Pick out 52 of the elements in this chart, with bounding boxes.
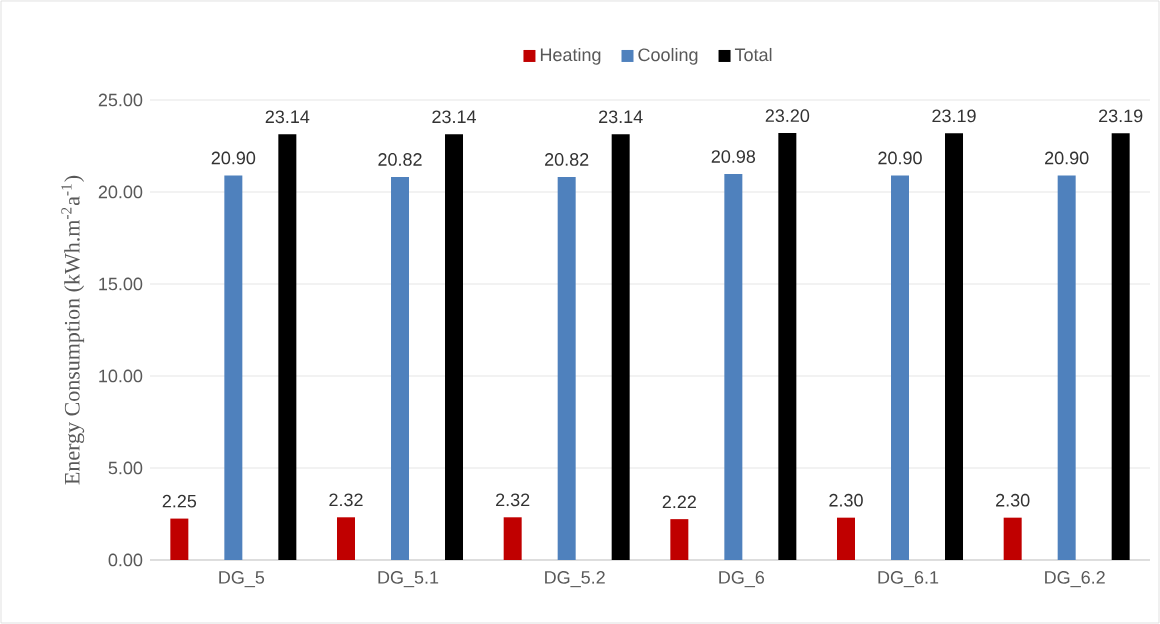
data-label: 2.30 xyxy=(829,493,863,507)
bar xyxy=(611,134,630,560)
legend-label: Cooling xyxy=(638,47,698,65)
y-tick-label: 25.00 xyxy=(98,93,143,107)
x-tick-label: DG_5.2 xyxy=(545,571,605,588)
y-tick-label: 20.00 xyxy=(98,185,143,199)
data-label: 2.32 xyxy=(496,493,530,507)
y-tick-label: 0.00 xyxy=(108,553,143,567)
data-label: 20.90 xyxy=(878,151,922,165)
bar xyxy=(1003,517,1022,560)
bar xyxy=(391,176,410,560)
data-label: 2.30 xyxy=(996,493,1030,507)
bar xyxy=(945,133,964,560)
data-label: 2.25 xyxy=(162,494,197,508)
y-tick-label: 15.00 xyxy=(99,277,143,291)
bar xyxy=(837,517,856,560)
data-label: 2.32 xyxy=(329,493,363,507)
y-tick-label: 5.00 xyxy=(108,461,143,475)
x-tick-label: DG_5 xyxy=(219,571,265,588)
y-axis-title: Energy Consumption (kWh.m$^{-2}$a$^{-1}$) xyxy=(61,175,85,485)
bar xyxy=(670,519,689,560)
bar xyxy=(278,134,297,560)
data-label: 20.82 xyxy=(378,153,422,166)
bar xyxy=(445,134,464,560)
data-label: 20.90 xyxy=(211,151,256,165)
x-tick-label: DG_6 xyxy=(719,571,765,588)
bar xyxy=(170,518,189,560)
data-label: 23.14 xyxy=(599,110,643,124)
bar xyxy=(778,133,797,560)
bar xyxy=(337,517,356,560)
x-tick-label: DG_6.1 xyxy=(878,571,939,588)
data-label: 2.22 xyxy=(662,495,696,509)
data-label: 23.19 xyxy=(932,109,976,123)
data-label: 23.19 xyxy=(1099,109,1143,123)
data-label: 20.82 xyxy=(545,153,589,166)
legend-label: Heating xyxy=(540,47,601,65)
bar xyxy=(1057,175,1076,560)
data-label: 23.14 xyxy=(265,110,310,124)
y-tick-label: 10.00 xyxy=(99,369,143,383)
bar xyxy=(891,175,909,560)
bar xyxy=(724,173,743,560)
data-label: 20.90 xyxy=(1045,151,1089,165)
bar xyxy=(557,176,576,560)
bar xyxy=(224,175,243,560)
bar xyxy=(1111,133,1130,560)
x-tick-label: DG_5.1 xyxy=(378,571,439,588)
data-label: 23.20 xyxy=(765,109,810,123)
data-label: 20.98 xyxy=(711,150,756,163)
bar xyxy=(503,517,522,560)
x-tick-label: DG_6.2 xyxy=(1045,571,1105,588)
data-label: 23.14 xyxy=(432,110,476,124)
legend-label: Total xyxy=(734,47,772,62)
